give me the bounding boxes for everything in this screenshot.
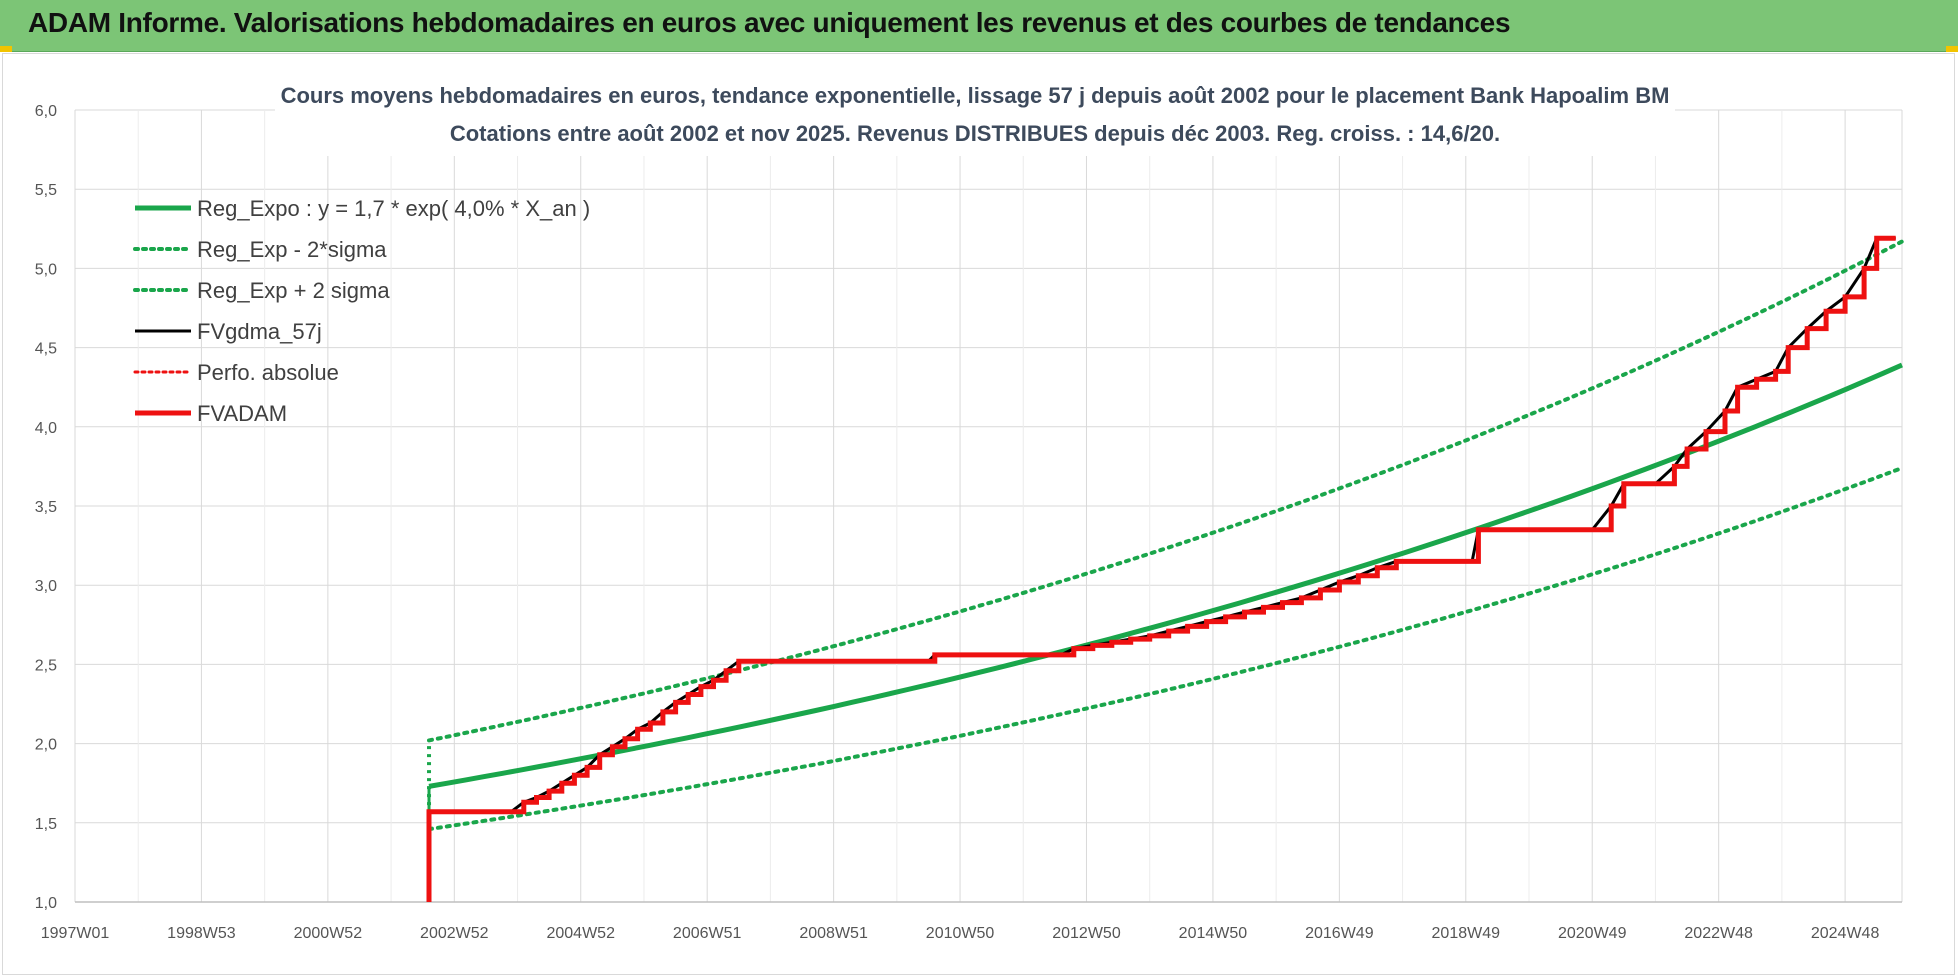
corner-mark-left — [0, 46, 12, 52]
chart-title-line-1: Cours moyens hebdomadaires en euros, ten… — [281, 83, 1670, 108]
series-fvgdma-57j — [427, 236, 1896, 902]
series-reg-plus-2sigma — [427, 239, 1904, 743]
grid-layer — [74, 109, 1903, 903]
legend-label-reg_minus: Reg_Exp - 2*sigma — [197, 237, 387, 262]
corner-mark-right — [1946, 46, 1958, 52]
x-tick-label: 2018W49 — [1432, 925, 1501, 942]
y-tick-label: 5,0 — [35, 261, 57, 278]
y-tick-label: 4,0 — [35, 420, 57, 437]
axis-layer: 1,0 1,5 2,0 2,5 3,0 3,5 4,0 4,5 5,0 5,5 6,0 1997W01… — [35, 103, 1902, 942]
series-perfo-absolue — [428, 237, 1896, 902]
title-background — [275, 80, 1675, 156]
x-tick-label: 2020W49 — [1558, 925, 1627, 942]
x-tick-label: 1997W01 — [41, 925, 110, 942]
series-layer — [426, 235, 1904, 902]
legend-label-reg_plus: Reg_Exp + 2 sigma — [197, 278, 390, 303]
y-tick-label: 3,0 — [35, 578, 57, 595]
y-tick-label: 2,0 — [35, 737, 57, 754]
y-tick-label: 2,5 — [35, 657, 57, 674]
x-tick-label: 1998W53 — [167, 925, 236, 942]
x-tick-label: 2006W51 — [673, 925, 742, 942]
legend-label-fvadam: FVADAM — [197, 401, 287, 426]
chart-frame — [2, 53, 1955, 975]
report-banner: ADAM Informe. Valorisations hebdomadaire… — [0, 0, 1958, 52]
report-title: ADAM Informe. Valorisations hebdomadaire… — [28, 7, 1511, 38]
chart-legend: Reg_Expo : y = 1,7 * exp( 4,0% * X_an ) R… — [133, 196, 590, 426]
x-tick-label: 2008W51 — [799, 925, 868, 942]
x-tick-label: 2024W48 — [1811, 925, 1880, 942]
y-tick-label: 1,5 — [35, 816, 57, 833]
x-tick-label: 2012W50 — [1052, 925, 1121, 942]
x-tick-label: 2010W50 — [926, 925, 995, 942]
legend-label-perfo: Perfo. absolue — [197, 360, 339, 385]
y-tick-label: 5,5 — [35, 182, 57, 199]
series-fvadam — [426, 235, 1896, 902]
y-tick-label: 3,5 — [35, 499, 57, 516]
series-reg-expo — [428, 362, 1904, 789]
legend-label-reg_expo: Reg_Expo : y = 1,7 * exp( 4,0% * X_an ) — [197, 196, 590, 221]
chart-title: Cours moyens hebdomadaires en euros, ten… — [275, 80, 1675, 156]
series-reg-minus-2sigma — [427, 466, 1904, 832]
legend-label-fvgdma: FVgdma_57j — [197, 319, 322, 344]
chart-title-line-2: Cotations entre août 2002 et nov 2025. R… — [450, 121, 1500, 146]
y-tick-label: 6,0 — [35, 103, 57, 120]
x-tick-label: 2014W50 — [1179, 925, 1248, 942]
x-tick-label: 2002W52 — [420, 925, 489, 942]
x-tick-label: 2022W48 — [1684, 925, 1753, 942]
y-tick-label: 1,0 — [35, 895, 57, 912]
y-tick-label: 4,5 — [35, 341, 57, 358]
x-tick-label: 2004W52 — [546, 925, 615, 942]
x-tick-label: 2000W52 — [294, 925, 363, 942]
x-tick-label: 2016W49 — [1305, 925, 1374, 942]
